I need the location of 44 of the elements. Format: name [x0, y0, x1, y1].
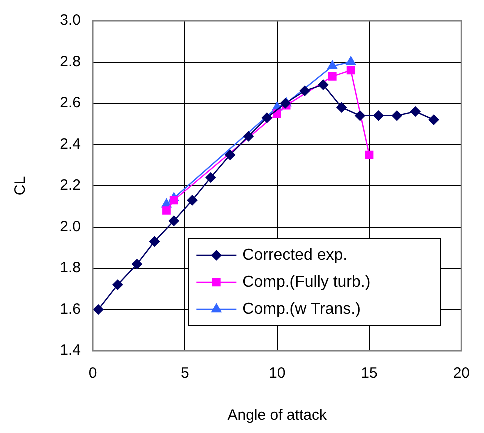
y-tick-label: 1.6: [60, 300, 81, 318]
point: [206, 172, 216, 183]
x-tick-label: 10: [268, 365, 286, 382]
y-tick-label: 2.0: [60, 218, 81, 236]
y-tick-label: 3.0: [60, 12, 81, 30]
legend-label: Comp.(w Trans.): [242, 300, 361, 318]
point: [318, 80, 329, 90]
y-axis-title: CL: [12, 176, 30, 196]
x-axis-title: Angle of attack: [228, 407, 328, 424]
point: [328, 72, 337, 81]
point: [300, 86, 310, 96]
y-tick-label: 2.6: [60, 94, 81, 112]
point: [262, 112, 272, 124]
point: [365, 150, 374, 160]
point: [112, 280, 124, 290]
y-tick-label: 2.2: [60, 177, 81, 194]
point: [225, 150, 236, 160]
point: [132, 259, 142, 270]
point: [150, 236, 160, 247]
point: [168, 216, 180, 226]
point: [428, 114, 440, 126]
point: [346, 66, 356, 75]
x-tick-label: 5: [180, 365, 190, 382]
y-tick-label: 1.4: [60, 342, 81, 360]
y-tick-label: 2.8: [60, 53, 81, 70]
y-tick-label: 2.4: [60, 136, 81, 153]
y-tick-label: 1.8: [60, 260, 81, 277]
point: [328, 60, 338, 70]
point: [392, 110, 402, 122]
point: [162, 206, 171, 215]
x-tick-label: 15: [361, 365, 378, 382]
point: [346, 56, 356, 66]
point: [374, 110, 384, 122]
x-tick-label: 20: [453, 365, 470, 382]
x-tick-label: 0: [88, 365, 98, 382]
point: [187, 195, 198, 206]
point: [336, 102, 347, 113]
legend-label: Corrected exp.: [242, 246, 348, 264]
point: [355, 110, 366, 122]
point: [170, 196, 178, 205]
legend-label: Comp.(Fully turb.): [242, 274, 371, 291]
point: [410, 106, 421, 117]
point: [244, 131, 254, 142]
point: [93, 304, 104, 315]
